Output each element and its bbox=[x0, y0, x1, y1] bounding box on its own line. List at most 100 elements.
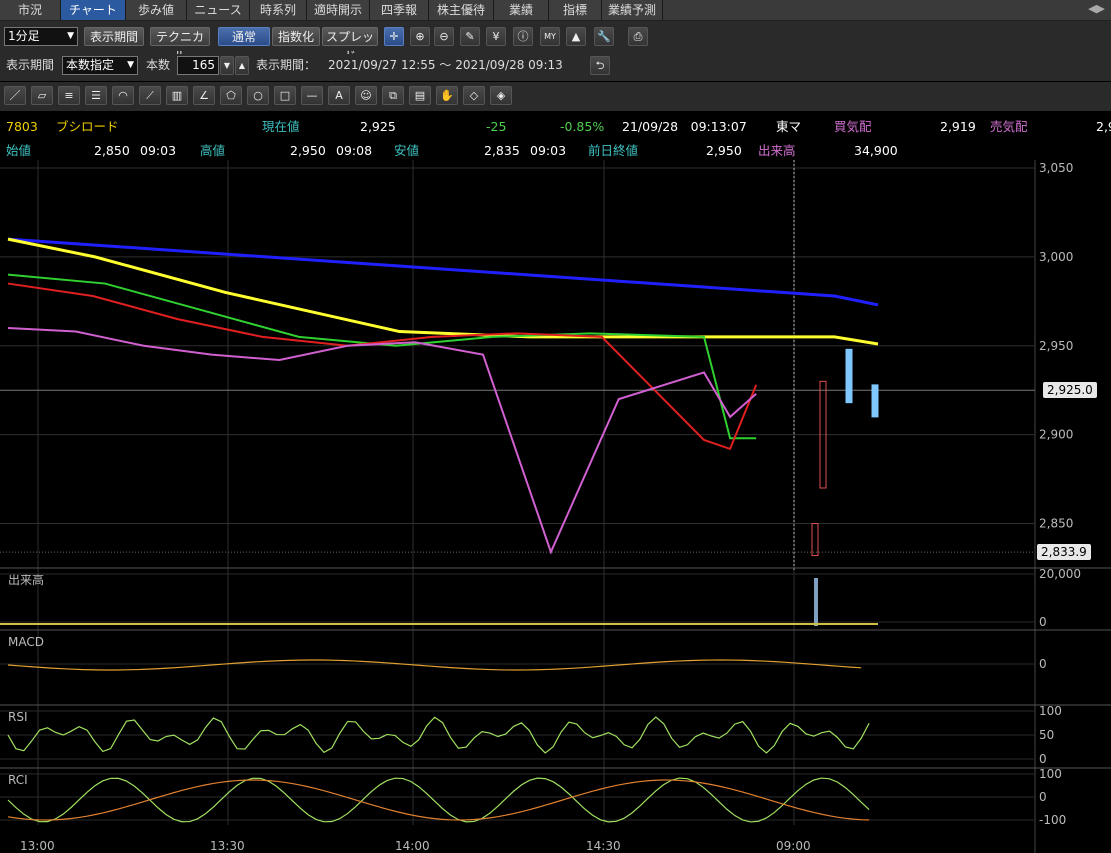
count-input[interactable]: 165 bbox=[177, 56, 219, 75]
angle-tool-icon[interactable]: ∠ bbox=[193, 86, 215, 105]
tab-scroll-icon[interactable]: ◀▶ bbox=[1088, 2, 1105, 15]
zoom-in-icon[interactable]: ⊕ bbox=[410, 27, 430, 46]
tab-bar: 市況 チャート 歩み値 ニュース 時系列 適時開示 四季報 株主優待 業績 指標 業績予測 ◀▶ bbox=[0, 0, 1111, 21]
rectangle-tool-icon[interactable]: □ bbox=[274, 86, 296, 105]
open-time: 09:03 bbox=[140, 143, 177, 158]
series-line-1 bbox=[7, 237, 879, 346]
tab-3[interactable]: ニュース bbox=[187, 0, 250, 20]
series-line-3 bbox=[7, 282, 758, 451]
price-chart[interactable]: 3,050 3,000 2,950 2,900 2,850 13:00 13:30 14:00… bbox=[0, 160, 1111, 853]
time-tick-label: 13:30 bbox=[210, 839, 245, 853]
tab-7[interactable]: 株主優待 bbox=[429, 0, 494, 20]
chevron-down-icon: ▼ bbox=[67, 31, 74, 41]
period-label: 表示期間 bbox=[6, 58, 55, 72]
tab-4[interactable]: 時系列 bbox=[250, 0, 307, 20]
low-time: 09:03 bbox=[530, 143, 567, 158]
candlestick bbox=[811, 523, 819, 557]
interval-value: 1分足 bbox=[8, 29, 40, 43]
high-value: 2,950 bbox=[290, 143, 326, 158]
pentagon-tool-icon[interactable]: ⬠ bbox=[220, 86, 242, 105]
parallel-tool-icon[interactable]: ≡ bbox=[58, 86, 80, 105]
high-time: 09:08 bbox=[336, 143, 373, 158]
crosshair-icon[interactable]: ✛ bbox=[384, 27, 404, 46]
rsi-line bbox=[7, 716, 870, 754]
series-line-4 bbox=[7, 327, 757, 555]
yen-icon[interactable]: ¥ bbox=[486, 27, 506, 46]
pen-icon[interactable]: ✎ bbox=[460, 27, 480, 46]
info-icon[interactable]: ⓘ bbox=[513, 27, 533, 46]
chart-background bbox=[0, 160, 1111, 853]
index-button[interactable]: 指数化 bbox=[272, 27, 320, 46]
tab-9[interactable]: 指標 bbox=[549, 0, 602, 20]
panel-tick-label: 0 bbox=[1039, 752, 1047, 766]
tab-2[interactable]: 歩み値 bbox=[126, 0, 187, 20]
price-tick-label: 3,000 bbox=[1039, 250, 1073, 264]
normal-button[interactable]: 通常 bbox=[218, 27, 270, 46]
time-tick-label: 13:00 bbox=[20, 839, 55, 853]
chart-area-icon[interactable]: ▲ bbox=[566, 27, 586, 46]
quote-panel: 7803 ブシロード 現在値 2,925 -25 -0.85% 21/09/28… bbox=[0, 112, 1111, 162]
period-button[interactable]: 表示期間 bbox=[84, 27, 144, 46]
prev-close-label: 前日終値 bbox=[588, 143, 639, 158]
panel-tick-label: 50 bbox=[1039, 728, 1054, 742]
series-line-2 bbox=[7, 273, 757, 440]
count-label: 本数 bbox=[146, 58, 171, 72]
count-down-icon[interactable]: ▼ bbox=[220, 56, 234, 75]
series-line-0 bbox=[7, 237, 879, 307]
tab-6[interactable]: 四季報 bbox=[370, 0, 429, 20]
count-up-icon[interactable]: ▲ bbox=[235, 56, 249, 75]
low-price-tag: 2,833.9 bbox=[1037, 544, 1091, 561]
time-tick-label: 14:30 bbox=[586, 839, 621, 853]
bid-label: 買気配 bbox=[834, 119, 872, 134]
my-icon[interactable]: MY bbox=[540, 27, 560, 46]
spread-button[interactable]: スプレッド bbox=[322, 27, 378, 63]
arc-tool-icon[interactable]: ◠ bbox=[112, 86, 134, 105]
panel-tick-label: 100 bbox=[1039, 767, 1062, 781]
price-tick-label: 2,850 bbox=[1039, 517, 1073, 531]
clear-tool-icon[interactable]: ◈ bbox=[490, 86, 512, 105]
ruler-tool-icon[interactable]: ▱ bbox=[31, 86, 53, 105]
period-mode-select[interactable]: 本数指定 ▼ bbox=[62, 56, 138, 75]
tab-8[interactable]: 業績 bbox=[494, 0, 549, 20]
tab-10[interactable]: 業績予測 bbox=[602, 0, 663, 20]
circle-tool-icon[interactable]: ○ bbox=[247, 86, 269, 105]
bid-value: 2,919 bbox=[940, 119, 976, 134]
stock-code: 7803 bbox=[6, 119, 38, 134]
candlestick bbox=[819, 380, 827, 489]
panel-label: RSI bbox=[8, 710, 28, 724]
stamp-tool-icon[interactable]: ☺ bbox=[355, 86, 377, 105]
volume-value: 34,900 bbox=[854, 143, 898, 158]
wrench-icon[interactable]: 🔧 bbox=[594, 27, 614, 46]
ask-label: 売気配 bbox=[990, 119, 1028, 134]
change-percent: -0.85% bbox=[560, 119, 605, 134]
panel-tick-label: -100 bbox=[1039, 813, 1066, 827]
hline-tool-icon[interactable]: — bbox=[301, 86, 323, 105]
panel-tick-label: 100 bbox=[1039, 704, 1062, 718]
copy-tool-icon[interactable]: ⧉ bbox=[382, 86, 404, 105]
zoom-out-icon[interactable]: ⊖ bbox=[434, 27, 454, 46]
time-tick-label: 14:00 bbox=[395, 839, 430, 853]
drawing-toolbar: ／ ▱ ≡ ☰ ◠ ⟋ ▥ ∠ ⬠ ○ □ — A ☺ ⧉ ▤ ✋ ◇ ◈ bbox=[0, 82, 1111, 111]
text-tool-icon[interactable]: A bbox=[328, 86, 350, 105]
interval-select[interactable]: 1分足 ▼ bbox=[4, 27, 78, 46]
rci-long-line bbox=[7, 779, 870, 821]
hand-tool-icon[interactable]: ✋ bbox=[436, 86, 458, 105]
eraser-tool-icon[interactable]: ◇ bbox=[463, 86, 485, 105]
paste-tool-icon[interactable]: ▤ bbox=[409, 86, 431, 105]
panel-label: MACD bbox=[8, 635, 44, 649]
technical-button[interactable]: テクニカル bbox=[150, 27, 210, 63]
print-icon[interactable]: ⎙ bbox=[628, 27, 648, 46]
tab-5[interactable]: 適時開示 bbox=[307, 0, 370, 20]
reset-period-icon[interactable]: ⮌ bbox=[590, 56, 610, 75]
grid-tool-icon[interactable]: ▥ bbox=[166, 86, 188, 105]
panel-tick-label: 0 bbox=[1039, 615, 1047, 629]
line-tool-icon[interactable]: ／ bbox=[4, 86, 26, 105]
price-tick-label: 2,900 bbox=[1039, 428, 1073, 442]
tab-0[interactable]: 市況 bbox=[0, 0, 61, 20]
panel-label: 出来高 bbox=[8, 572, 44, 587]
multi-line-tool-icon[interactable]: ☰ bbox=[85, 86, 107, 105]
volume-label: 出来高 bbox=[758, 143, 796, 158]
fan-tool-icon[interactable]: ⟋ bbox=[139, 86, 161, 105]
tab-1[interactable]: チャート bbox=[61, 0, 126, 20]
rci-short-line bbox=[7, 777, 870, 823]
